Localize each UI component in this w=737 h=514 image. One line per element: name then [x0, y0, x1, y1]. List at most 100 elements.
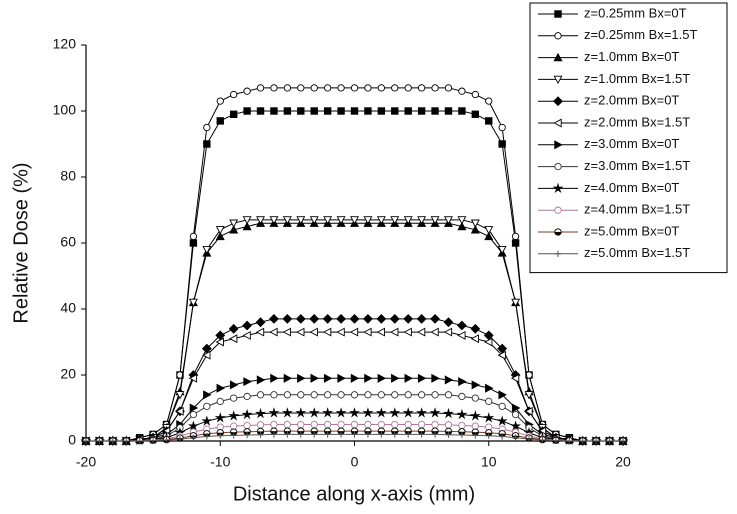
data-point — [203, 433, 211, 440]
data-point — [216, 117, 224, 125]
data-point — [311, 431, 318, 438]
legend-label: z=4.0mm Bx=1.5T — [584, 202, 690, 217]
data-point — [337, 391, 345, 399]
data-point — [377, 391, 385, 399]
data-point — [510, 420, 522, 431]
data-point — [283, 84, 292, 92]
data-point — [485, 97, 493, 105]
data-point — [322, 407, 334, 418]
data-point — [217, 432, 224, 439]
data-point — [417, 84, 426, 92]
legend-label: z=1.0mm Bx=1.5T — [584, 71, 690, 86]
data-point — [444, 107, 453, 115]
data-point — [457, 330, 466, 340]
data-point — [498, 390, 507, 400]
data-point — [190, 434, 197, 441]
data-point — [323, 420, 332, 429]
y-tick-label: 60 — [60, 234, 76, 250]
data-point — [96, 437, 103, 445]
data-point — [443, 317, 454, 328]
data-point — [283, 373, 293, 383]
legend-marker — [554, 206, 562, 214]
x-tick-label: 20 — [615, 454, 631, 470]
data-point — [511, 403, 521, 413]
legend-marker — [553, 118, 562, 128]
data-point — [229, 225, 239, 234]
data-point — [377, 107, 386, 115]
data-point — [403, 313, 414, 324]
data-point — [189, 410, 198, 419]
x-tick-label: 0 — [351, 454, 359, 470]
data-point — [391, 420, 399, 429]
data-point — [270, 84, 278, 92]
data-point — [362, 407, 374, 418]
data-point — [485, 432, 492, 439]
data-point — [336, 327, 345, 337]
data-point — [229, 380, 239, 390]
data-point — [404, 373, 413, 383]
data-point — [458, 377, 467, 387]
data-point — [619, 437, 627, 445]
data-point — [364, 373, 373, 383]
data-point — [390, 327, 399, 337]
legend-label: z=2.0mm Bx=0T — [584, 93, 679, 108]
data-point — [458, 431, 466, 439]
data-point — [431, 107, 439, 115]
data-point — [283, 107, 292, 115]
x-tick-label: 10 — [481, 454, 497, 470]
legend-label: z=5.0mm Bx=0T — [584, 223, 679, 238]
data-point — [403, 327, 412, 337]
data-point — [175, 406, 184, 416]
data-point — [214, 412, 226, 423]
data-point — [470, 334, 479, 344]
data-point — [443, 327, 453, 337]
legend-box — [529, 2, 728, 274]
data-point — [243, 87, 251, 95]
data-point — [243, 377, 252, 387]
y-tick-label: 80 — [60, 168, 76, 184]
data-point — [566, 437, 573, 445]
data-point — [364, 431, 372, 438]
data-point — [215, 226, 225, 235]
data-point — [511, 298, 521, 308]
data-point — [284, 431, 291, 438]
data-point — [376, 313, 387, 324]
data-point — [483, 412, 495, 423]
data-point — [215, 337, 224, 347]
data-point — [485, 383, 494, 393]
data-point — [310, 373, 319, 383]
data-point — [364, 84, 372, 92]
data-point — [416, 313, 427, 324]
data-point — [136, 437, 143, 445]
data-point — [431, 84, 439, 92]
data-point — [498, 123, 506, 132]
legend-marker — [554, 32, 562, 40]
data-point — [270, 431, 278, 438]
data-point — [203, 123, 211, 132]
data-point — [364, 391, 372, 399]
data-point — [187, 420, 199, 431]
data-point — [470, 323, 481, 334]
data-point — [470, 219, 480, 228]
data-point — [350, 420, 359, 429]
data-point — [243, 107, 251, 115]
data-point — [296, 327, 305, 337]
data-point — [123, 437, 130, 445]
y-tick-label: 100 — [53, 102, 77, 118]
data-point — [269, 216, 279, 225]
data-point — [484, 226, 494, 235]
data-point — [323, 107, 332, 115]
data-point — [282, 216, 292, 225]
data-point — [203, 402, 211, 410]
data-point — [416, 407, 428, 418]
data-point — [458, 392, 466, 401]
data-point — [404, 420, 412, 429]
data-point — [282, 327, 292, 337]
data-point — [417, 107, 426, 115]
data-point — [230, 422, 238, 430]
data-point — [511, 232, 520, 241]
data-point — [485, 397, 493, 406]
data-point — [444, 421, 453, 429]
data-point — [430, 313, 440, 324]
data-point — [471, 380, 481, 390]
